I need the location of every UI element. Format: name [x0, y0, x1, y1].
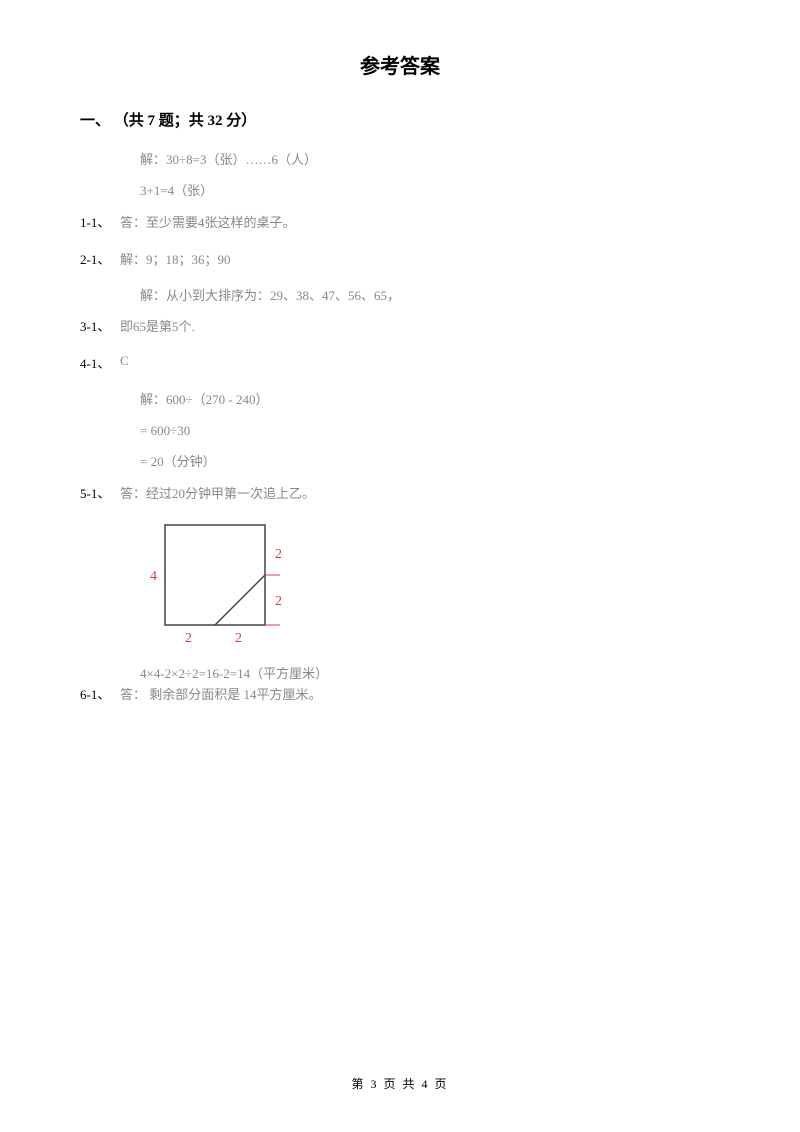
- label-bottom-left: 2: [185, 631, 192, 646]
- q1-label: 1-1、: [80, 212, 120, 231]
- q5-line3: = 20（分钟）: [140, 452, 720, 473]
- answer-q5: 解：600÷（270 - 240） = 600÷30 = 20（分钟） 5-1、…: [80, 390, 720, 501]
- answer-q6: 4 2 2 2 2 4×4-2×2÷2=16-2=14（平方厘米） 6-1、 答…: [80, 520, 720, 703]
- q2-label: 2-1、: [80, 249, 120, 268]
- q6-calc: 4×4-2×2÷2=16-2=14（平方厘米）: [140, 663, 720, 682]
- label-right-top: 2: [275, 547, 282, 562]
- label-bottom-right: 2: [235, 631, 242, 646]
- q4-content: C: [120, 353, 720, 369]
- label-left: 4: [150, 569, 157, 584]
- answer-q3: 解：从小到大排序为：29、38、47、56、65， 3-1、 即65是第5个.: [80, 286, 720, 336]
- q5-line1: 解：600÷（270 - 240）: [140, 390, 720, 411]
- q1-line2: 3+1=4（张）: [140, 181, 720, 202]
- q4-label: 4-1、: [80, 353, 120, 372]
- q5-line4: 答：经过20分钟甲第一次追上乙。: [120, 483, 720, 502]
- q6-answer: 答： 剩余部分面积是 14平方厘米。: [120, 684, 720, 703]
- square-shape: [165, 525, 265, 625]
- answer-q2: 2-1、 解：9；18；36；90: [80, 249, 720, 268]
- q6-label: 6-1、: [80, 684, 120, 703]
- label-right-bottom: 2: [275, 594, 282, 609]
- q3-line2: 即65是第5个.: [120, 316, 720, 335]
- q2-content: 解：9；18；36；90: [120, 249, 720, 268]
- q3-label: 3-1、: [80, 316, 120, 335]
- q1-line1: 解：30÷8=3（张）……6（人）: [140, 150, 720, 171]
- page-footer: 第 3 页 共 4 页: [0, 1075, 800, 1092]
- q3-line1: 解：从小到大排序为：29、38、47、56、65，: [140, 286, 720, 307]
- answer-q1: 解：30÷8=3（张）……6（人） 3+1=4（张） 1-1、 答：至少需要4张…: [80, 150, 720, 231]
- answer-q4: 4-1、 C: [80, 353, 720, 372]
- q5-line2: = 600÷30: [140, 421, 720, 442]
- triangle-hypotenuse: [215, 575, 265, 625]
- section-header: 一、 （共 7 题；共 32 分）: [80, 109, 720, 130]
- geometry-diagram: 4 2 2 2 2: [140, 520, 720, 655]
- page-title: 参考答案: [80, 50, 720, 79]
- q1-line3: 答：至少需要4张这样的桌子。: [120, 212, 720, 231]
- q5-label: 5-1、: [80, 483, 120, 502]
